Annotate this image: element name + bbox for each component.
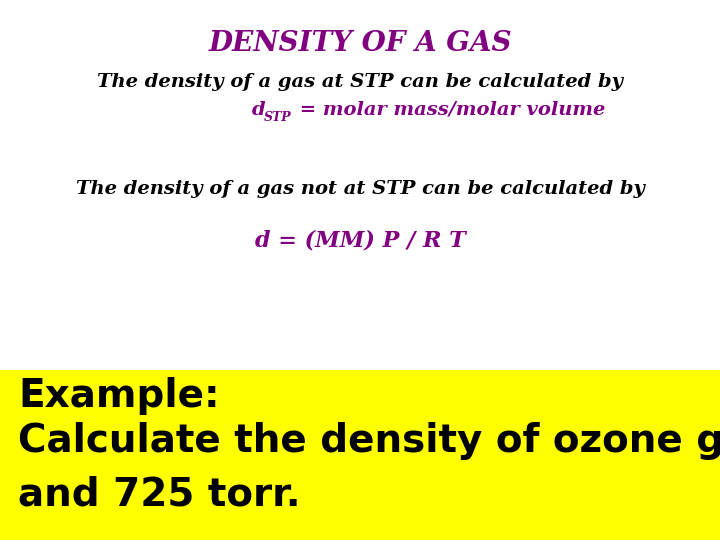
Text: The density of a gas not at STP can be calculated by: The density of a gas not at STP can be c… — [76, 180, 644, 198]
Text: Calculate the density of ozone gas at 30.0 °C: Calculate the density of ozone gas at 30… — [18, 422, 720, 460]
Text: = molar mass/molar volume: = molar mass/molar volume — [293, 101, 606, 119]
Text: Example:: Example: — [18, 377, 220, 415]
Text: and 725 torr.: and 725 torr. — [18, 475, 301, 513]
Text: d = (MM) P / R T: d = (MM) P / R T — [255, 230, 465, 252]
Text: DENSITY OF A GAS: DENSITY OF A GAS — [208, 30, 512, 57]
Bar — [0, 370, 720, 540]
Text: d: d — [252, 101, 266, 119]
Text: The density of a gas at STP can be calculated by: The density of a gas at STP can be calcu… — [97, 73, 623, 91]
Text: STP: STP — [264, 111, 292, 124]
